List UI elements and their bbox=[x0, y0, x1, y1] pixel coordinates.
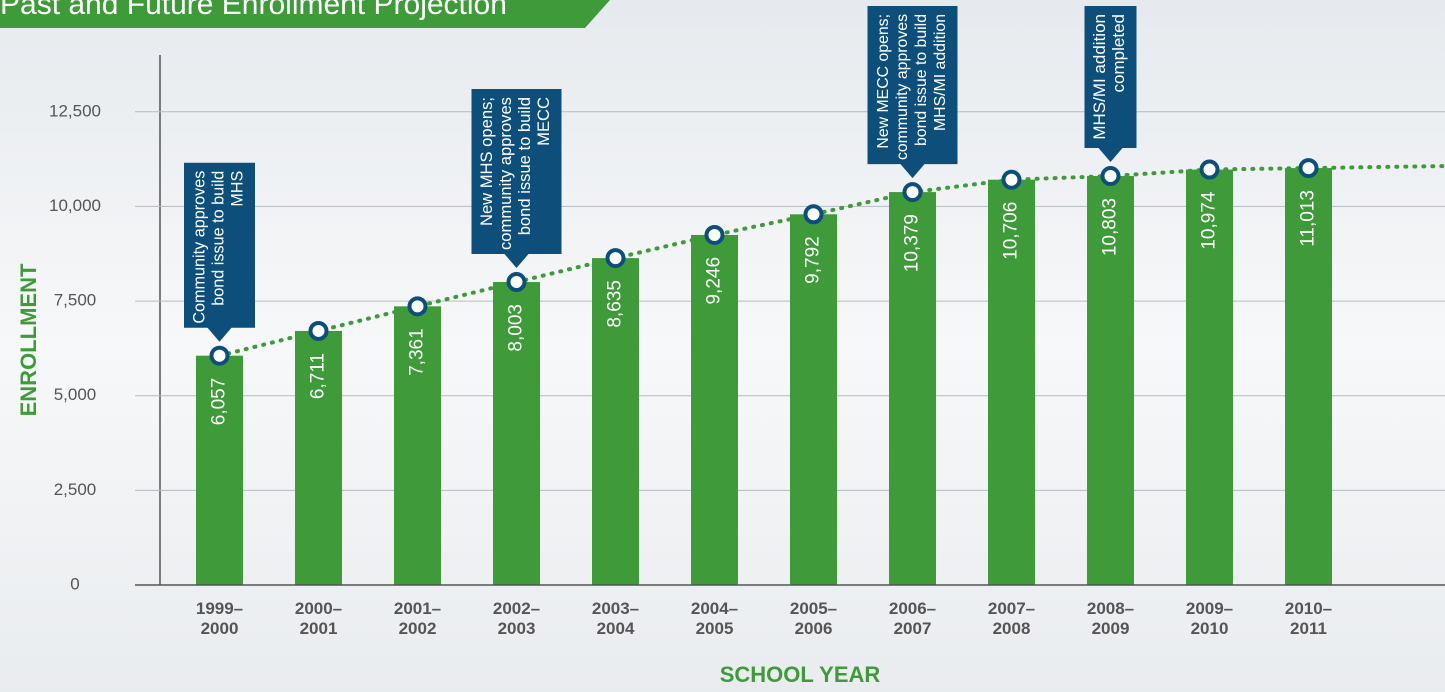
x-tick-label: 2002– 2003 bbox=[493, 599, 540, 638]
x-tick-label: 2008– 2009 bbox=[1087, 599, 1134, 638]
callout-box bbox=[184, 162, 255, 342]
bar bbox=[1087, 176, 1134, 585]
y-tick-label: 0 bbox=[70, 574, 79, 593]
bar bbox=[394, 306, 441, 585]
title-banner bbox=[0, 0, 610, 28]
bar bbox=[889, 192, 936, 585]
x-tick-label: 2007– 2008 bbox=[988, 599, 1035, 638]
bar bbox=[1285, 168, 1332, 585]
y-tick-label: 5,000 bbox=[54, 385, 97, 404]
x-tick-label: 2006– 2007 bbox=[889, 599, 936, 638]
x-tick-label: 2004– 2005 bbox=[691, 599, 738, 638]
callout-box bbox=[867, 6, 958, 179]
data-point bbox=[1298, 158, 1319, 179]
chart-title: Past and Future Enrollment Projection bbox=[0, 0, 507, 21]
x-tick-label: 2001– 2002 bbox=[394, 599, 441, 638]
value-label: 10,706 bbox=[1001, 202, 1022, 260]
x-tick-label: 1999– 2000 bbox=[196, 599, 243, 638]
y-tick-label: 7,500 bbox=[54, 291, 97, 310]
y-axis-label: ENROLLMENT bbox=[16, 263, 41, 416]
data-point bbox=[506, 272, 527, 293]
value-label: 8,635 bbox=[605, 280, 626, 328]
bar bbox=[1186, 169, 1233, 585]
value-label: 10,974 bbox=[1199, 191, 1220, 250]
data-point bbox=[1001, 169, 1022, 190]
x-axis-label: SCHOOL YEAR bbox=[720, 662, 881, 687]
bar bbox=[493, 282, 540, 585]
value-label: 6,711 bbox=[308, 353, 329, 399]
bar bbox=[691, 234, 738, 586]
value-label: 10,379 bbox=[902, 214, 923, 272]
bar bbox=[196, 355, 243, 585]
data-point bbox=[902, 182, 923, 203]
data-point bbox=[1199, 159, 1220, 180]
y-tick-label: 12,500 bbox=[49, 101, 101, 120]
value-label: 9,792 bbox=[803, 236, 824, 284]
x-tick-label: 2003– 2004 bbox=[592, 599, 639, 638]
annotation: New MECC opens; community approves bond is… bbox=[875, 14, 949, 160]
annotation: Community approvesbond issue to buildMHS bbox=[191, 171, 247, 324]
annotation: New MHS opens;community approvesbond iss… bbox=[477, 97, 553, 250]
x-tick-label: 2000– 2001 bbox=[295, 599, 342, 638]
value-label: 6,057 bbox=[209, 378, 230, 426]
callout-box bbox=[1084, 6, 1137, 163]
bar bbox=[790, 214, 837, 585]
data-point bbox=[308, 320, 329, 341]
bar bbox=[295, 330, 342, 585]
value-label: 8,003 bbox=[506, 304, 527, 352]
bar bbox=[988, 179, 1035, 586]
data-point bbox=[605, 248, 626, 269]
data-point bbox=[803, 204, 824, 225]
value-label: 11,013 bbox=[1298, 190, 1319, 247]
y-tick-label: 10,000 bbox=[49, 196, 101, 215]
callout-box bbox=[471, 89, 562, 269]
value-label: 7,361 bbox=[407, 328, 428, 376]
annotation: MHS/MI additioncompleted bbox=[1090, 14, 1128, 140]
data-point bbox=[704, 224, 725, 245]
data-point bbox=[1100, 166, 1121, 187]
x-tick-label: 2005– 2006 bbox=[790, 599, 837, 638]
value-label: 10,803 bbox=[1100, 198, 1121, 256]
x-tick-label: 2010– 2011 bbox=[1285, 599, 1332, 638]
x-tick-label: 2009– 2010 bbox=[1186, 599, 1233, 638]
bar bbox=[592, 258, 639, 585]
value-label: 9,246 bbox=[704, 257, 725, 305]
y-tick-label: 2,500 bbox=[54, 480, 97, 499]
data-point bbox=[209, 345, 230, 366]
data-point bbox=[407, 296, 428, 317]
